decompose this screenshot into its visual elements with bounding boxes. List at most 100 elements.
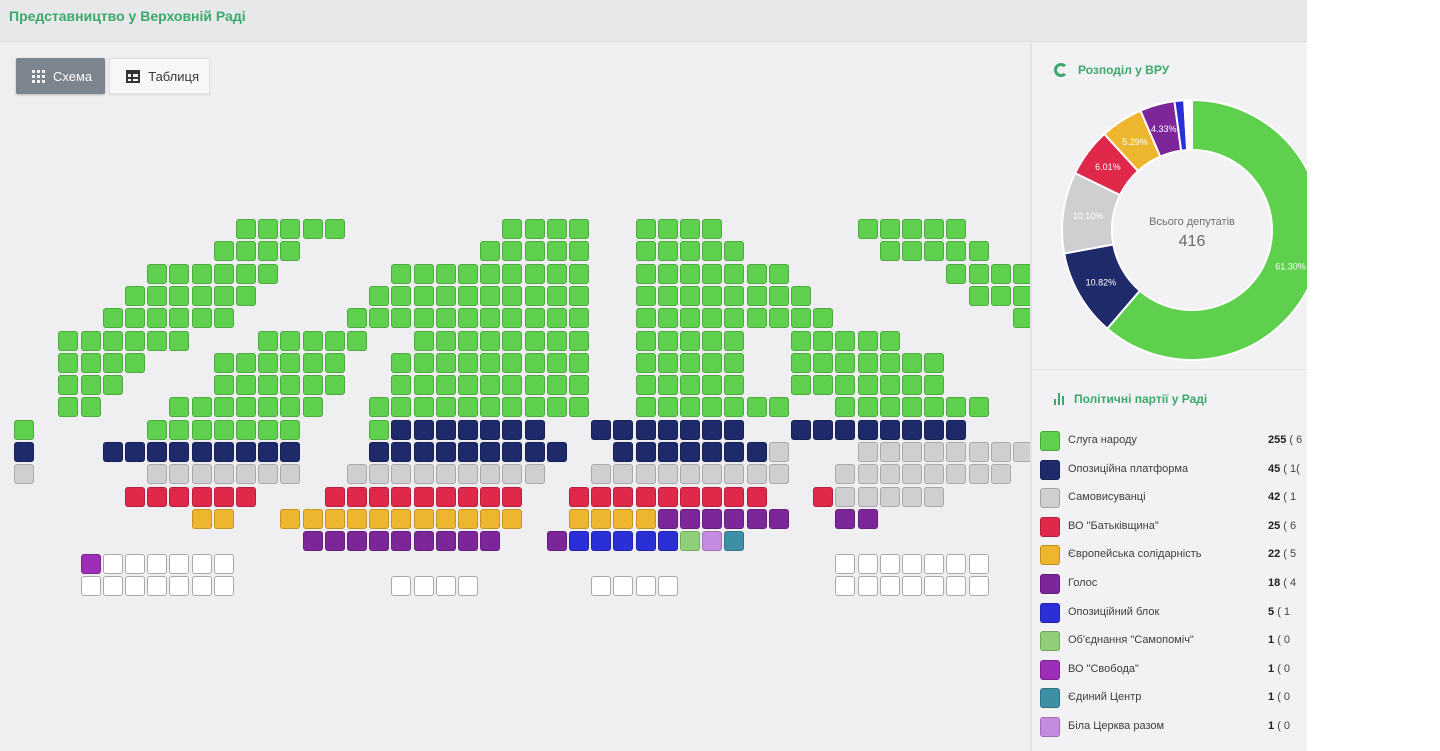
- seat[interactable]: [480, 330, 501, 351]
- seat[interactable]: [391, 442, 412, 462]
- seat[interactable]: [635, 464, 656, 485]
- seat[interactable]: [458, 308, 478, 329]
- seat[interactable]: [546, 531, 567, 552]
- seat[interactable]: [324, 531, 345, 552]
- party-legend-item[interactable]: Єдиний Центр 1 ( 0: [1032, 688, 1307, 710]
- seat[interactable]: [369, 442, 390, 462]
- seat[interactable]: [680, 263, 700, 284]
- seat[interactable]: [502, 285, 523, 306]
- seat[interactable]: [502, 308, 523, 329]
- seat[interactable]: [635, 419, 656, 440]
- seat[interactable]: [102, 553, 123, 574]
- seat[interactable]: [680, 442, 700, 462]
- seat[interactable]: [680, 308, 700, 329]
- seat[interactable]: [546, 442, 567, 462]
- seat[interactable]: [835, 464, 856, 485]
- seat[interactable]: [879, 219, 900, 239]
- seat[interactable]: [635, 263, 656, 284]
- seat[interactable]: [502, 442, 523, 462]
- seat[interactable]: [480, 285, 501, 306]
- seat[interactable]: [524, 308, 545, 329]
- seat[interactable]: [702, 375, 723, 396]
- seat[interactable]: [125, 308, 145, 329]
- seat[interactable]: [191, 263, 212, 284]
- seat[interactable]: [502, 375, 523, 396]
- seat[interactable]: [169, 308, 190, 329]
- seat[interactable]: [546, 263, 567, 284]
- seat[interactable]: [813, 486, 834, 507]
- seat[interactable]: [902, 486, 922, 507]
- seat[interactable]: [924, 442, 945, 462]
- seat[interactable]: [724, 263, 745, 284]
- seat[interactable]: [835, 553, 856, 574]
- seat[interactable]: [635, 330, 656, 351]
- seat[interactable]: [502, 352, 523, 373]
- seat[interactable]: [746, 397, 767, 418]
- seat[interactable]: [80, 352, 101, 373]
- seat[interactable]: [968, 241, 989, 262]
- seat[interactable]: [835, 330, 856, 351]
- seat[interactable]: [458, 419, 478, 440]
- seat[interactable]: [347, 464, 367, 485]
- seat[interactable]: [102, 575, 123, 596]
- seat[interactable]: [702, 219, 723, 239]
- seat[interactable]: [857, 330, 878, 351]
- seat[interactable]: [702, 330, 723, 351]
- seat[interactable]: [613, 442, 634, 462]
- seat[interactable]: [480, 486, 501, 507]
- seat[interactable]: [302, 508, 323, 529]
- seat[interactable]: [702, 241, 723, 262]
- seat[interactable]: [680, 464, 700, 485]
- seat[interactable]: [591, 419, 612, 440]
- seat[interactable]: [80, 330, 101, 351]
- seat[interactable]: [169, 397, 190, 418]
- seat[interactable]: [147, 486, 168, 507]
- seat[interactable]: [946, 263, 967, 284]
- seat[interactable]: [569, 285, 589, 306]
- seat[interactable]: [746, 285, 767, 306]
- seat[interactable]: [413, 375, 434, 396]
- seat[interactable]: [369, 508, 390, 529]
- seat[interactable]: [413, 263, 434, 284]
- seat[interactable]: [702, 352, 723, 373]
- seat[interactable]: [213, 419, 234, 440]
- seat[interactable]: [613, 419, 634, 440]
- seat[interactable]: [524, 375, 545, 396]
- seat[interactable]: [613, 486, 634, 507]
- seat[interactable]: [791, 419, 811, 440]
- seat[interactable]: [680, 330, 700, 351]
- seat[interactable]: [391, 464, 412, 485]
- seat[interactable]: [702, 464, 723, 485]
- seat[interactable]: [657, 375, 678, 396]
- seat[interactable]: [213, 352, 234, 373]
- seat[interactable]: [902, 464, 922, 485]
- party-legend-item[interactable]: Опозиційна платформа 45 ( 1(: [1032, 459, 1307, 482]
- seat[interactable]: [435, 531, 456, 552]
- seat[interactable]: [635, 486, 656, 507]
- seat[interactable]: [857, 464, 878, 485]
- seat[interactable]: [968, 442, 989, 462]
- seat[interactable]: [213, 486, 234, 507]
- seat[interactable]: [968, 553, 989, 574]
- seat[interactable]: [213, 575, 234, 596]
- party-legend-item[interactable]: Біла Церква разом 1 ( 0: [1032, 717, 1307, 739]
- seat[interactable]: [147, 464, 168, 485]
- seat[interactable]: [458, 263, 478, 284]
- donut-slice[interactable]: [1189, 98, 1193, 152]
- seat[interactable]: [524, 330, 545, 351]
- seat[interactable]: [635, 241, 656, 262]
- seat[interactable]: [58, 397, 79, 418]
- seat[interactable]: [857, 553, 878, 574]
- seat[interactable]: [58, 330, 79, 351]
- seat[interactable]: [502, 330, 523, 351]
- seat[interactable]: [680, 397, 700, 418]
- seat[interactable]: [391, 285, 412, 306]
- seat[interactable]: [391, 263, 412, 284]
- seat[interactable]: [902, 553, 922, 574]
- seat[interactable]: [657, 263, 678, 284]
- seat[interactable]: [879, 553, 900, 574]
- seat[interactable]: [680, 241, 700, 262]
- seat[interactable]: [835, 397, 856, 418]
- seat[interactable]: [990, 263, 1011, 284]
- seat[interactable]: [657, 575, 678, 596]
